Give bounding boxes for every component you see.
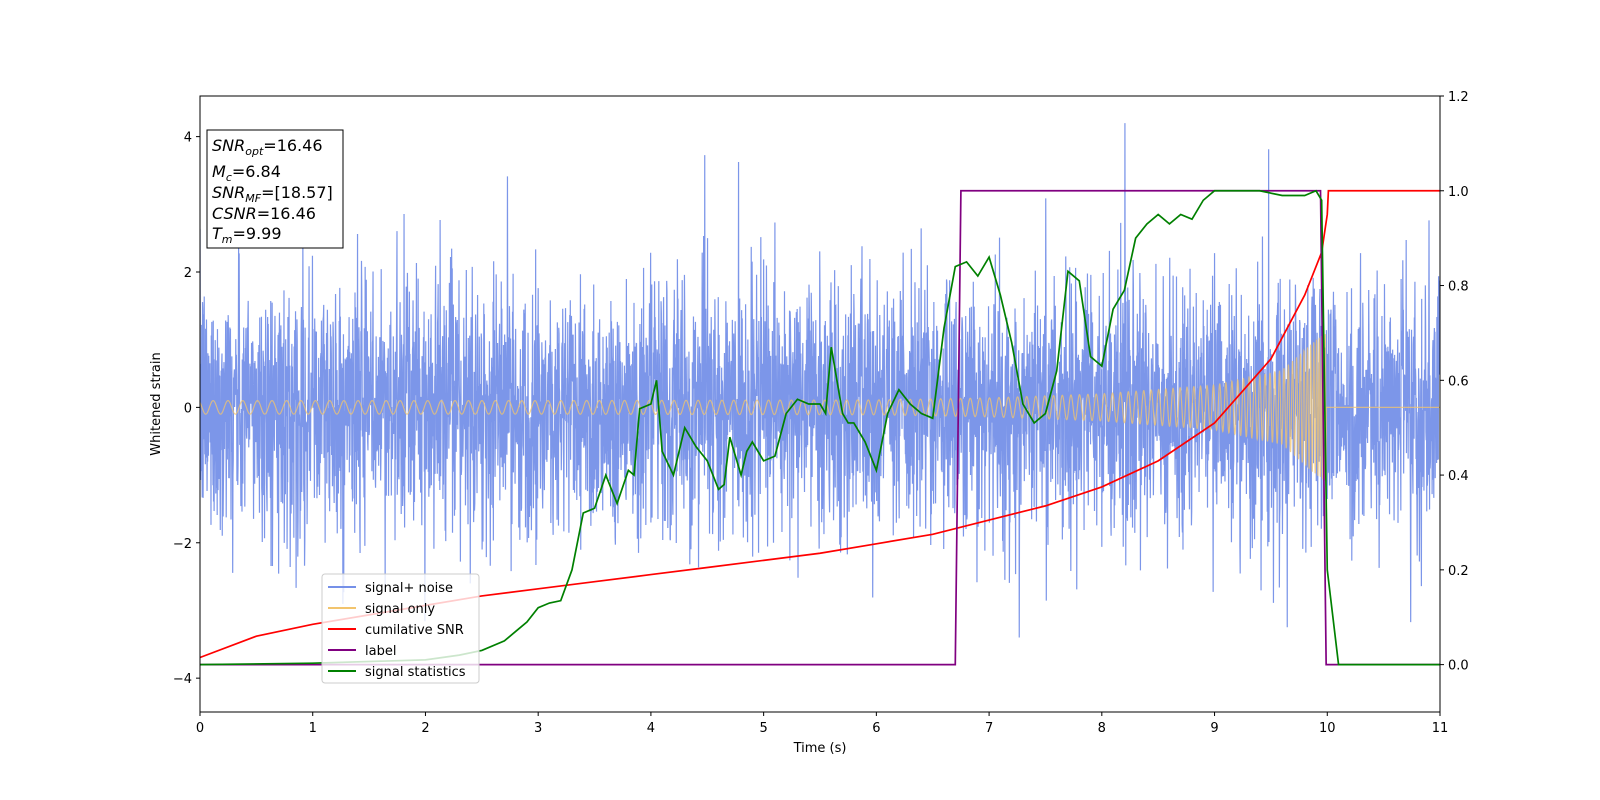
x-tick-label: 3 [534, 721, 542, 736]
x-tick-label: 0 [196, 721, 204, 736]
right-y-tick-label: 0.4 [1448, 469, 1469, 484]
series-signal-statistics-line [200, 189, 1440, 666]
x-tick-label: 7 [985, 721, 993, 736]
x-tick-label: 5 [759, 721, 767, 736]
info-snr-opt: SNRopt=16.46 [212, 136, 323, 158]
right-y-tick-label: 0.0 [1448, 659, 1469, 674]
legend-frame [321, 573, 480, 684]
x-tick-label: 10 [1319, 721, 1336, 736]
info-mc: Mc=6.84 [212, 162, 281, 184]
x-tick-label: 11 [1432, 721, 1449, 736]
x-tick-label: 9 [1210, 721, 1218, 736]
left-y-axis: −4 −2 0 2 4 [173, 131, 200, 687]
y-tick-label: −2 [173, 537, 192, 552]
x-tick-label: 1 [309, 721, 317, 736]
series-signal-only-line [200, 334, 1440, 482]
legend-label: label [365, 644, 396, 659]
legend-label: signal only [365, 602, 435, 617]
legend-label: signal statistics [365, 665, 466, 680]
info-box: SNRopt=16.46 Mc=6.84 SNRMF=[18.57] CSNR=… [206, 129, 344, 249]
right-y-tick-label: 0.6 [1448, 374, 1469, 389]
x-tick-label: 8 [1098, 721, 1106, 736]
info-tm: Tm=9.99 [212, 224, 282, 246]
y-tick-label: −4 [173, 672, 192, 687]
right-y-axis: 0.0 0.2 0.4 0.6 0.8 1.0 1.2 [1440, 90, 1469, 674]
legend-label: cumilative SNR [365, 623, 464, 638]
right-y-tick-label: 0.2 [1448, 564, 1469, 579]
right-y-tick-label: 1.2 [1448, 90, 1469, 105]
axes-frame [199, 95, 1441, 713]
y-tick-label: 0 [184, 401, 192, 416]
info-box-frame [206, 129, 344, 249]
x-tick-label: 6 [872, 721, 880, 736]
x-tick-label: 4 [647, 721, 655, 736]
legend: signal+ noise signal only cumilative SNR la… [321, 573, 480, 684]
x-axis-label: Time (s) [793, 741, 847, 756]
y-axis-label: Whitened strain [149, 352, 164, 455]
y-tick-label: 4 [184, 131, 192, 146]
right-y-tick-label: 1.0 [1448, 185, 1469, 200]
x-tick-label: 2 [421, 721, 429, 736]
legend-label: signal+ noise [365, 581, 453, 596]
info-csnr: CSNR=16.46 [212, 204, 316, 223]
y-tick-label: 2 [184, 266, 192, 281]
series-signal-noise-line [200, 123, 1440, 638]
right-y-tick-label: 0.8 [1448, 280, 1469, 295]
info-snr-mf: SNRMF=[18.57] [212, 183, 333, 205]
x-axis: 0 1 2 3 4 5 6 7 8 9 10 11 [196, 712, 1448, 736]
